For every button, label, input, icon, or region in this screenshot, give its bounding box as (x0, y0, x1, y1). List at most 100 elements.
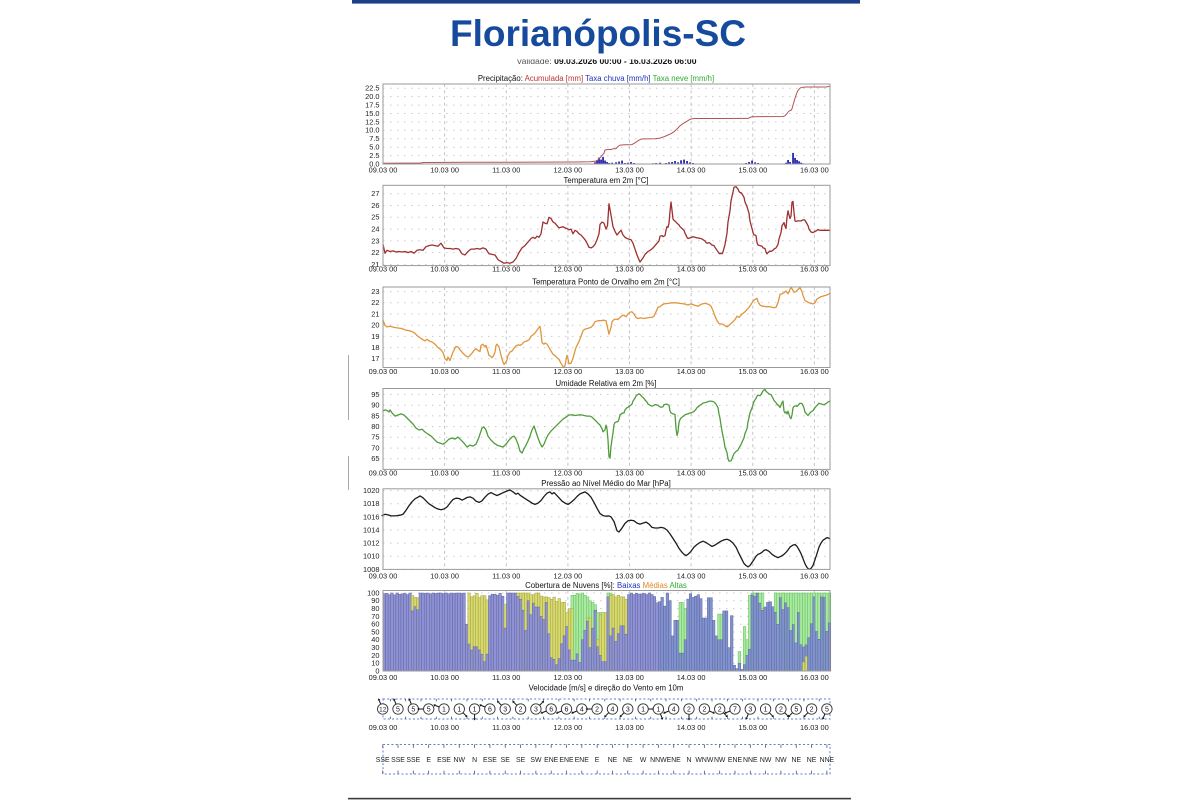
svg-text:13.03 00: 13.03 00 (615, 723, 644, 732)
svg-text:12: 12 (379, 706, 387, 713)
svg-text:5: 5 (396, 706, 400, 713)
svg-text:13.03 00: 13.03 00 (615, 469, 644, 478)
svg-text:1: 1 (473, 706, 477, 713)
svg-text:85: 85 (371, 411, 379, 420)
svg-text:12.03 00: 12.03 00 (554, 723, 583, 732)
svg-text:20.0: 20.0 (365, 92, 379, 101)
svg-text:Velocidade [m/s] e direção do: Velocidade [m/s] e direção do Vento em 1… (529, 684, 684, 693)
svg-text:30: 30 (371, 643, 379, 652)
svg-text:2: 2 (779, 706, 783, 713)
svg-text:0.0: 0.0 (369, 159, 379, 168)
svg-text:40: 40 (371, 635, 379, 644)
svg-text:17.5: 17.5 (365, 101, 379, 110)
svg-text:20: 20 (371, 651, 379, 660)
svg-text:14.03 00: 14.03 00 (677, 166, 706, 175)
svg-text:15.03 00: 15.03 00 (738, 673, 767, 682)
svg-text:6: 6 (488, 706, 492, 713)
svg-text:NW: NW (775, 757, 787, 764)
svg-text:1012: 1012 (363, 539, 379, 548)
svg-text:16.03 00: 16.03 00 (800, 367, 829, 376)
svg-text:3: 3 (748, 706, 752, 713)
svg-text:12.03 00: 12.03 00 (554, 469, 583, 478)
svg-text:13.03 00: 13.03 00 (615, 673, 644, 682)
svg-text:2: 2 (718, 706, 722, 713)
svg-text:22: 22 (371, 298, 379, 307)
svg-text:1008: 1008 (363, 565, 379, 574)
svg-text:1010: 1010 (363, 552, 379, 561)
svg-text:14.03 00: 14.03 00 (677, 723, 706, 732)
svg-text:50: 50 (371, 627, 379, 636)
svg-text:10.03 00: 10.03 00 (430, 723, 459, 732)
svg-text:14.03 00: 14.03 00 (677, 265, 706, 274)
svg-text:13.03 00: 13.03 00 (615, 166, 644, 175)
svg-text:NE: NE (792, 757, 802, 764)
svg-text:SE: SE (516, 757, 526, 764)
svg-text:16.03 00: 16.03 00 (800, 265, 829, 274)
svg-text:14.03 00: 14.03 00 (677, 469, 706, 478)
svg-text:NE: NE (608, 757, 618, 764)
svg-text:5: 5 (794, 706, 798, 713)
svg-text:ENE: ENE (728, 757, 743, 764)
svg-text:09.03 00: 09.03 00 (369, 166, 398, 175)
svg-text:09.03 00: 09.03 00 (369, 723, 398, 732)
svg-text:13.03 00: 13.03 00 (615, 367, 644, 376)
svg-text:5: 5 (427, 706, 431, 713)
svg-text:23: 23 (371, 287, 379, 296)
svg-text:12.03 00: 12.03 00 (554, 166, 583, 175)
svg-text:SSE: SSE (391, 757, 405, 764)
svg-text:NE: NE (623, 757, 633, 764)
svg-text:ENE: ENE (575, 757, 590, 764)
svg-text:13.03 00: 13.03 00 (615, 265, 644, 274)
svg-text:12.03 00: 12.03 00 (554, 265, 583, 274)
svg-text:7: 7 (733, 706, 737, 713)
svg-text:1: 1 (656, 706, 660, 713)
svg-text:NW: NW (714, 757, 726, 764)
svg-text:70: 70 (371, 444, 379, 453)
svg-text:3: 3 (626, 706, 630, 713)
svg-text:NW: NW (760, 757, 772, 764)
svg-text:Cobertura de Nuvens [%]: Baixa: Cobertura de Nuvens [%]: Baixas Médias A… (525, 581, 687, 590)
svg-text:NE: NE (807, 757, 817, 764)
svg-text:2: 2 (810, 706, 814, 713)
svg-text:E: E (595, 757, 600, 764)
svg-text:10.03 00: 10.03 00 (430, 166, 459, 175)
svg-text:2: 2 (595, 706, 599, 713)
svg-text:4: 4 (672, 706, 676, 713)
svg-text:65: 65 (371, 454, 379, 463)
svg-text:11.03 00: 11.03 00 (492, 673, 520, 682)
svg-text:60: 60 (371, 620, 379, 629)
svg-text:1016: 1016 (363, 512, 379, 521)
svg-text:10.03 00: 10.03 00 (430, 265, 459, 274)
svg-text:10.03 00: 10.03 00 (430, 673, 459, 682)
svg-text:1018: 1018 (363, 499, 379, 508)
svg-text:3: 3 (503, 706, 507, 713)
svg-text:09.03 00: 09.03 00 (369, 367, 398, 376)
svg-text:09.03 00: 09.03 00 (369, 265, 398, 274)
svg-text:Pressão ao Nível Médio do Mar: Pressão ao Nível Médio do Mar [hPa] (541, 479, 671, 488)
svg-text:1: 1 (457, 706, 461, 713)
svg-text:4: 4 (580, 706, 584, 713)
svg-text:16.03 00: 16.03 00 (800, 469, 829, 478)
svg-text:2.5: 2.5 (369, 151, 379, 160)
svg-text:6: 6 (565, 706, 569, 713)
svg-text:22.5: 22.5 (365, 84, 379, 93)
svg-text:Precipitação: Acumulada [mm] T: Precipitação: Acumulada [mm] Taxa chuva … (478, 74, 714, 83)
svg-text:14.03 00: 14.03 00 (677, 367, 706, 376)
svg-text:6: 6 (549, 706, 553, 713)
svg-text:11.03 00: 11.03 00 (492, 572, 520, 581)
svg-text:90: 90 (371, 401, 379, 410)
svg-text:20: 20 (371, 321, 379, 330)
svg-text:14.03 00: 14.03 00 (677, 673, 706, 682)
svg-text:70: 70 (371, 612, 379, 621)
svg-text:10.03 00: 10.03 00 (430, 572, 459, 581)
svg-text:5: 5 (411, 706, 415, 713)
svg-text:22: 22 (371, 248, 379, 257)
svg-text:16.03 00: 16.03 00 (800, 723, 829, 732)
svg-text:Temperatura em 2m [°C]: Temperatura em 2m [°C] (563, 176, 648, 185)
svg-text:1014: 1014 (363, 525, 379, 534)
svg-text:2: 2 (687, 706, 691, 713)
svg-text:2: 2 (702, 706, 706, 713)
svg-text:15.0: 15.0 (365, 109, 379, 118)
svg-text:10.03 00: 10.03 00 (430, 469, 459, 478)
svg-text:12.03 00: 12.03 00 (554, 673, 583, 682)
